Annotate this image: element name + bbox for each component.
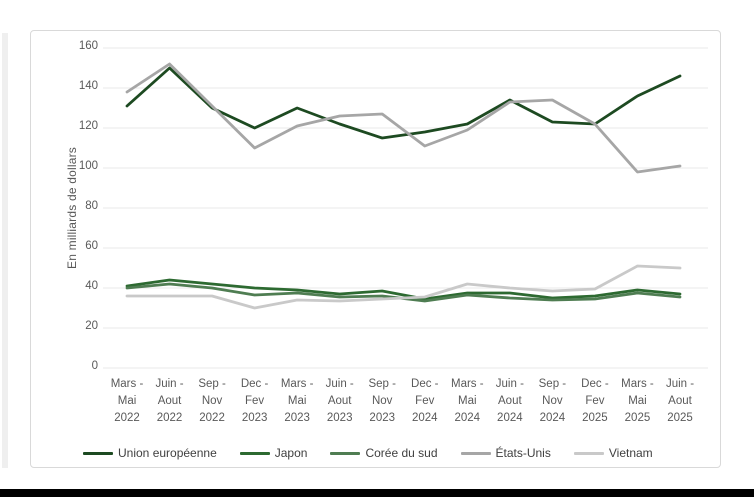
x-axis-label-line: Fev [245,395,265,407]
x-axis-label-line: Aout [157,395,182,407]
legend-line-swatch [330,451,361,455]
x-axis-label-line: 2023 [241,412,268,424]
legend-line-swatch [460,451,491,455]
x-axis-label-line: Juin - [325,378,354,390]
x-axis-label-line: 2022 [156,412,183,424]
legend-label: Japon [274,446,308,460]
x-axis-label-line: Mars - [110,378,144,390]
x-axis-label-line: Juin - [665,378,695,390]
x-axis-label: Sep - Nov 2022 [188,376,236,427]
x-axis-label-line: 2025 [582,412,608,424]
y-tick-label: 80 [85,200,98,212]
legend-item: Corée du sud [330,446,438,460]
x-axis-label-line: 2024 [454,412,481,424]
x-axis-label-line: Sep - [538,378,567,390]
legend-item: États-Unis [460,446,551,460]
y-tick-label: 60 [85,240,98,252]
x-axis-label-line: 2022 [114,412,140,424]
x-axis-label-line: Aout [668,395,692,407]
x-axis-label-line: Aout [498,395,522,407]
y-tick-label: 120 [78,120,98,132]
y-tick-label: 0 [91,360,98,372]
y-tick-label: 100 [78,160,98,172]
y-tick-label: 20 [85,320,98,332]
bottom-screen-bar [0,489,754,497]
x-axis-label-line: Dec - [411,378,439,390]
x-axis-label-line: 2024 [411,412,438,424]
window-edge-artifact [2,33,8,468]
legend-line-swatch [573,451,604,455]
x-axis-label-line: Juin - [155,378,184,390]
x-axis-label: Sep - Nov 2024 [528,376,576,427]
chart-legend: Union européenne Japon Corée du sud États-U… [83,446,653,460]
x-axis-label-line: Juin - [495,378,524,390]
x-axis-label: Dec - Fev 2024 [401,376,449,427]
x-axis-label: Juin - Aout 2024 [486,376,534,427]
x-axis-label-line: Mai [458,395,477,407]
x-axis-label: Juin - Aout 2023 [316,376,364,427]
x-axis-label-line: Sep - [198,378,226,390]
legend-line-swatch [239,451,270,455]
x-axis-label-line: Mars - [280,378,314,390]
legend-label: Corée du sud [365,446,438,460]
x-axis-label-line: 2024 [539,412,566,424]
x-axis-label-line: Nov [201,395,223,407]
x-axis-label: Mars - Mai 2023 [273,376,321,427]
x-axis-label-line: Fev [415,395,435,407]
y-tick-label: 40 [85,280,98,292]
legend-line-swatch [83,451,113,455]
x-axis-label-line: Mai [287,395,307,407]
x-axis-label-line: Aout [327,395,352,407]
x-axis-label: Dec - Fev 2025 [571,376,619,427]
y-axis-title: En milliards de dollars [65,147,79,269]
x-axis-label-line: 2025 [624,412,651,424]
legend-label: Union européenne [118,446,217,460]
x-axis-label: Dec - Fev 2023 [231,376,279,427]
x-axis-label-line: 2023 [284,412,310,424]
legend-label: États-Unis [495,446,551,460]
x-axis-label: Mars - Mai 2022 [103,376,151,427]
legend-item: Union européenne [83,446,217,460]
legend-item: Vietnam [573,446,653,460]
x-axis-label-line: Mars - [621,378,654,390]
x-axis-label-line: Sep - [368,378,396,390]
x-axis-label-line: Mai [628,395,647,407]
y-tick-label: 160 [78,40,98,52]
x-axis-label-line: Mai [117,395,137,407]
x-axis-label-line: Nov [371,395,393,407]
x-axis-label-line: Dec - [240,378,269,390]
legend-label: Vietnam [608,446,653,460]
x-axis-label-line: 2025 [667,412,693,424]
x-axis-label: Sep - Nov 2023 [358,376,406,427]
x-axis-label-line: Dec - [581,378,609,390]
x-axis-label-line: 2023 [326,412,353,424]
x-axis-label-line: 2023 [369,412,396,424]
x-axis-label: Juin - Aout 2022 [146,376,194,427]
x-axis-label-line: Mars - [451,378,484,390]
y-tick-label: 140 [78,80,98,92]
x-axis-label-line: Nov [542,395,563,407]
x-axis-label: Mars - Mai 2025 [613,376,661,427]
x-axis-label: Mars - Mai 2024 [443,376,491,427]
x-axis-label-line: 2024 [497,412,523,424]
x-axis-label: Juin - Aout 2025 [656,376,704,427]
x-axis-label-line: Fev [585,395,605,407]
legend-item: Japon [239,446,308,460]
x-axis-label-line: 2022 [199,412,225,424]
